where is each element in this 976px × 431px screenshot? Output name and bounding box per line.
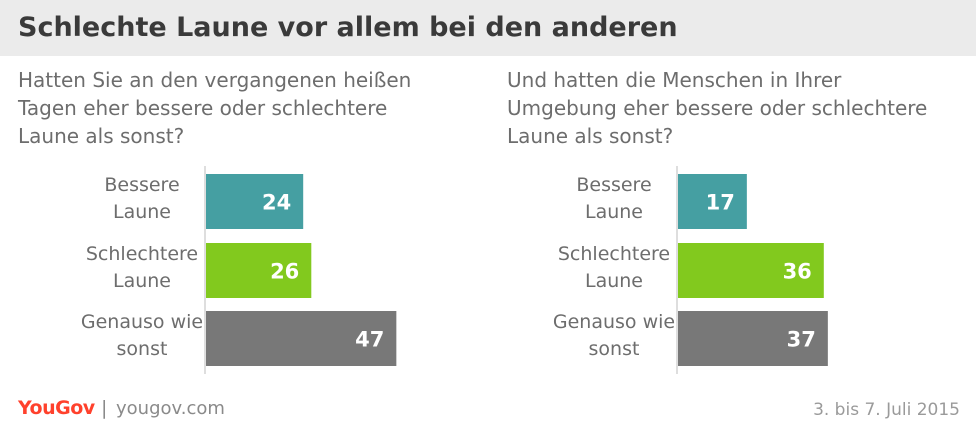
bar-schlechtere-left xyxy=(206,243,312,298)
footer-separator: | xyxy=(101,397,108,419)
yougov-logo[interactable]: YouGov xyxy=(18,397,95,419)
bar-bessere-left xyxy=(206,174,304,229)
footer-url-link[interactable]: yougov.com xyxy=(116,398,225,419)
category-label-bessere-line1-left: Bessere xyxy=(104,174,179,196)
page-title: Schlechte Laune vor allem bei den andere… xyxy=(18,12,678,43)
bar-genauso-left xyxy=(206,311,397,366)
value-label-genauso-left: 47 xyxy=(355,328,384,352)
value-label-bessere-left: 24 xyxy=(262,191,291,215)
question-right: Und hatten die Menschen in Ihrer Umgebun… xyxy=(507,68,928,148)
title-bar xyxy=(0,0,976,56)
category-label-schlechtere-line2-left: Laune xyxy=(113,270,171,292)
value-label-schlechtere-left: 26 xyxy=(270,260,299,284)
category-label-genauso-line2-left: sonst xyxy=(117,338,168,360)
category-label-schlechtere-line1-left: Schlechtere xyxy=(86,243,198,265)
survey-date: 3. bis 7. Juli 2015 xyxy=(813,400,960,420)
category-label-bessere-line2-left: Laune xyxy=(113,201,171,223)
category-label-genauso-line1-left: Genauso wie xyxy=(81,311,203,333)
question-left: Hatten Sie an den vergangenen heißen Tag… xyxy=(18,68,412,148)
chart-left: 24 Bessere Laune 26 Schlechtere Laune 47 Genaus… xyxy=(81,166,397,374)
